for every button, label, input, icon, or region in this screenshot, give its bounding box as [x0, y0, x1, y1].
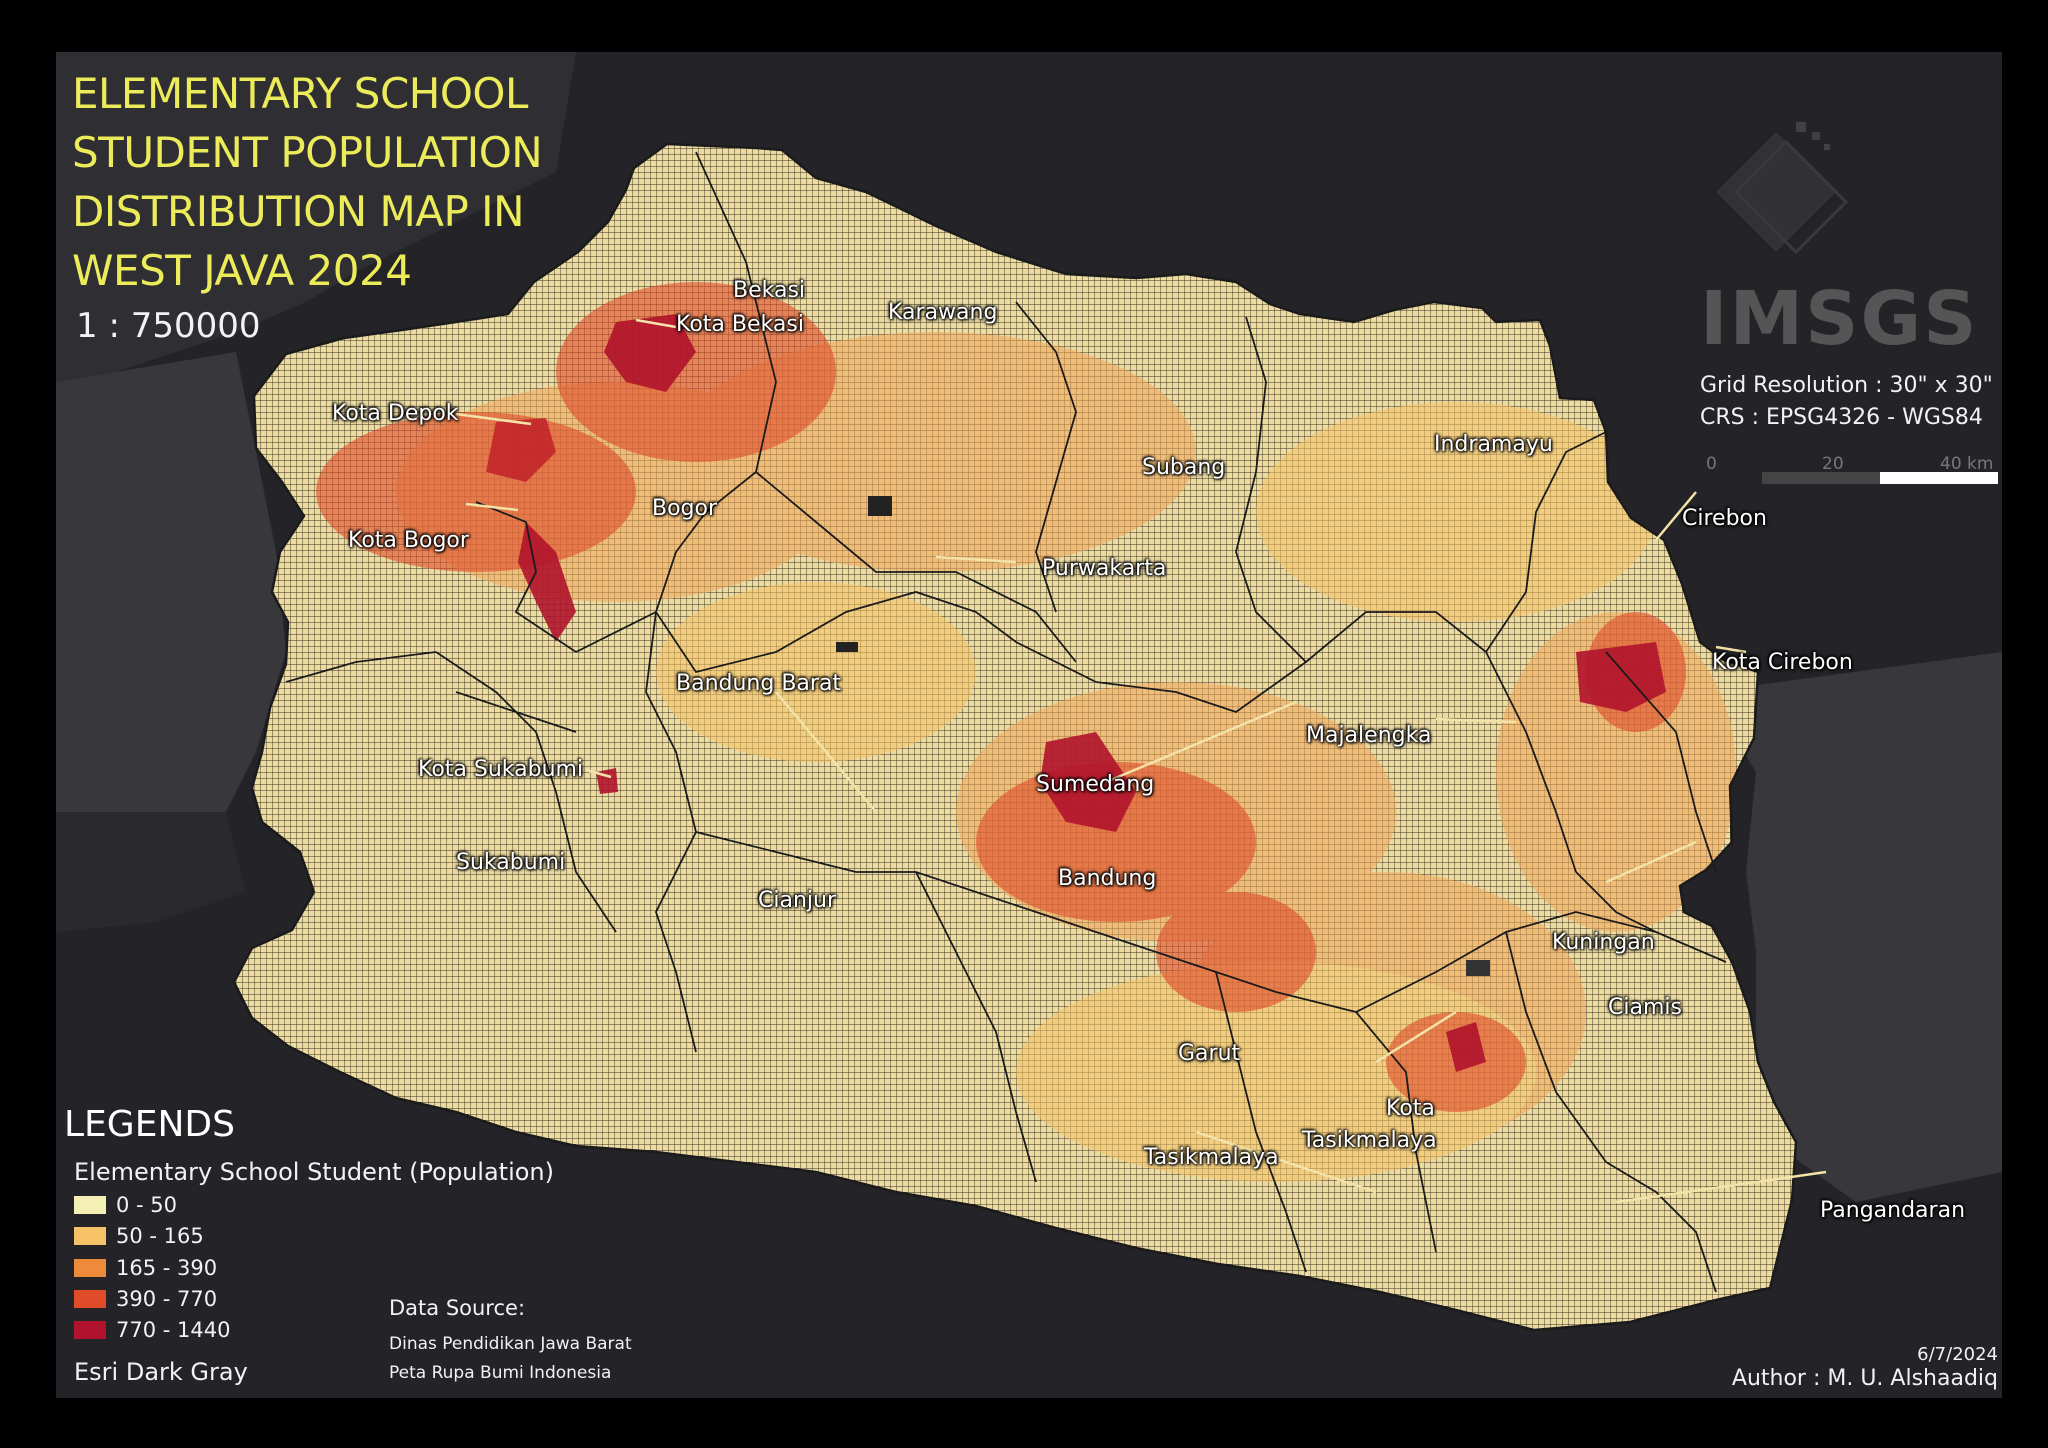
- scalebar-label-20: 20: [1822, 454, 1844, 474]
- region-label-kota-tasikmalaya-2: Tasikmalaya: [1302, 1128, 1437, 1153]
- legend-label: 770 - 1440: [116, 1318, 231, 1342]
- region-label-ciamis: Ciamis: [1608, 995, 1682, 1020]
- region-label-tasikmalaya: Tasikmalaya: [1144, 1145, 1279, 1170]
- region-label-kota-tasikmalaya-1: Kota: [1386, 1096, 1435, 1121]
- legend-item: 390 - 770: [74, 1287, 217, 1311]
- legend-label: 165 - 390: [116, 1256, 218, 1280]
- legend-label: 390 - 770: [116, 1287, 218, 1311]
- scalebar-segment-dark: [1762, 472, 1880, 484]
- legend-swatch: [74, 1321, 106, 1339]
- region-label-cirebon: Cirebon: [1682, 506, 1767, 531]
- title-line-3: DISTRIBUTION MAP IN: [72, 187, 525, 236]
- legend-subtitle: Elementary School Student (Population): [74, 1158, 554, 1186]
- region-label-kuningan: Kuningan: [1552, 930, 1655, 955]
- region-label-garut: Garut: [1178, 1041, 1241, 1066]
- region-label-karawang: Karawang: [888, 300, 998, 325]
- map-author: Author : M. U. Alshaadiq: [1731, 1366, 1998, 1391]
- region-label-kota-cirebon: Kota Cirebon: [1712, 650, 1853, 675]
- region-label-sukabumi: Sukabumi: [456, 850, 566, 875]
- region-label-bandung: Bandung: [1058, 866, 1157, 891]
- legend-swatch: [74, 1196, 106, 1214]
- legend-item: 770 - 1440: [74, 1318, 230, 1342]
- map-frame: [56, 52, 2002, 1398]
- data-source-heading: Data Source:: [389, 1296, 526, 1320]
- legend-swatch: [74, 1227, 106, 1245]
- map-date: 6/7/2024: [1917, 1344, 1998, 1365]
- region-label-majalengka: Majalengka: [1306, 723, 1432, 748]
- legend-item: 50 - 165: [74, 1224, 204, 1248]
- grid-resolution: Grid Resolution : 30" x 30": [1700, 373, 1993, 398]
- grid-info: Grid Resolution : 30" x 30" CRS : EPSG43…: [1700, 370, 1993, 434]
- map-title: ELEMENTARY SCHOOL STUDENT POPULATION DIS…: [72, 64, 543, 300]
- title-line-1: ELEMENTARY SCHOOL: [72, 69, 528, 118]
- region-label-purwakarta: Purwakarta: [1042, 556, 1167, 581]
- data-source: Data Source: Dinas Pendidikan Jawa Barat…: [389, 1296, 632, 1388]
- region-label-subang: Subang: [1142, 455, 1226, 480]
- region-label-cianjur: Cianjur: [758, 888, 836, 913]
- region-label-bekasi: Bekasi: [733, 278, 806, 303]
- legend-title: LEGENDS: [64, 1104, 235, 1145]
- region-label-kota-bekasi: Kota Bekasi: [676, 312, 804, 337]
- region-label-indramayu: Indramayu: [1434, 432, 1553, 457]
- legend-item: 0 - 50: [74, 1193, 177, 1217]
- region-label-sumedang: Sumedang: [1036, 772, 1155, 797]
- region-label-bandung-barat: Bandung Barat: [676, 671, 842, 696]
- basemap-label: Esri Dark Gray: [74, 1358, 248, 1386]
- scalebar-label-0: 0: [1706, 454, 1717, 474]
- map-canvas: [56, 52, 2002, 1332]
- scalebar-label-40: 40 km: [1940, 454, 1994, 474]
- legend-swatch: [74, 1290, 106, 1308]
- scale-ratio: 1 : 750000: [76, 306, 261, 346]
- data-source-line: Dinas Pendidikan Jawa Barat: [389, 1334, 632, 1354]
- legend-swatch: [74, 1259, 106, 1277]
- data-source-line: Peta Rupa Bumi Indonesia: [389, 1363, 612, 1383]
- title-line-2: STUDENT POPULATION: [72, 128, 543, 177]
- legend-label: 50 - 165: [116, 1224, 204, 1248]
- title-line-4: WEST JAVA 2024: [72, 246, 412, 295]
- legend-label: 0 - 50: [116, 1193, 178, 1217]
- region-label-kota-sukabumi: Kota Sukabumi: [418, 757, 584, 782]
- region-label-pangandaran: Pangandaran: [1820, 1198, 1966, 1223]
- region-label-bogor: Bogor: [652, 496, 718, 521]
- imsgs-logo: IMSGS: [1700, 276, 1979, 362]
- region-label-kota-depok: Kota Depok: [332, 401, 459, 426]
- legend-item: 165 - 390: [74, 1256, 217, 1280]
- scalebar-segment-light: [1880, 472, 1998, 484]
- crs-label: CRS : EPSG4326 - WGS84: [1700, 405, 1983, 430]
- region-label-kota-bogor: Kota Bogor: [348, 528, 469, 553]
